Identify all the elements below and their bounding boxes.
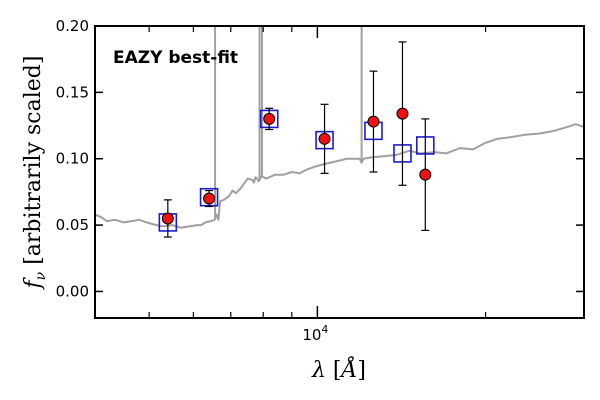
- annotation-label: EAZY best-fit: [113, 48, 238, 68]
- observed-flux-point: [161, 212, 174, 225]
- y-tick-label: 0.00: [56, 282, 89, 300]
- y-tick-label: 0.20: [56, 17, 89, 35]
- x-tick-label: 104: [302, 323, 328, 344]
- observed-flux-point: [367, 115, 380, 128]
- tick-layer: 0.00 0.05 0.10 0.15 0.20 104: [56, 17, 585, 344]
- x-axis-title: λ [Å]: [311, 355, 366, 383]
- y-tick-label: 0.15: [56, 83, 89, 101]
- observed-flux-point: [419, 168, 432, 181]
- y-tick-label: 0.10: [56, 150, 89, 168]
- plot-area: [95, 26, 584, 318]
- observed-flux-point: [396, 107, 409, 120]
- observed-flux-point: [263, 112, 276, 125]
- plot-frame: [94, 25, 585, 319]
- observed-flux-point: [318, 132, 331, 145]
- svg-text:fν [arbitrarily scaled]: fν [arbitrarily scaled]: [21, 56, 49, 291]
- observed-flux-point: [203, 192, 216, 205]
- marker-layer: [158, 41, 435, 238]
- y-tick-label: 0.05: [56, 216, 89, 234]
- y-axis-title: fν [arbitrarily scaled]: [21, 56, 49, 291]
